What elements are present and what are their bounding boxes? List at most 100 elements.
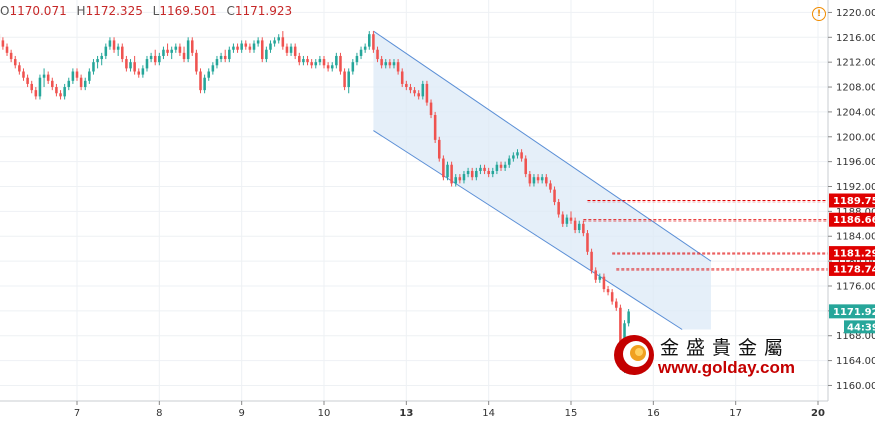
candle: [384, 59, 388, 69]
candle-body: [273, 40, 276, 44]
candle: [483, 164, 486, 175]
candle: [129, 59, 132, 72]
candle-body: [405, 83, 408, 88]
candle: [26, 74, 29, 88]
candle: [145, 55, 149, 72]
candle: [450, 161, 453, 187]
candle: [499, 161, 503, 171]
candle-body: [540, 177, 544, 181]
candle: [178, 43, 182, 56]
y-tick-label: 1192.000: [836, 182, 875, 193]
channel-upper-line: [373, 30, 712, 262]
candle-body: [512, 155, 515, 159]
close-label: C: [226, 4, 235, 18]
candle-body: [26, 77, 29, 84]
candle-body: [108, 40, 112, 47]
candle-body: [610, 292, 614, 302]
candle-body: [462, 174, 466, 181]
price-level-badge-label: 1181.292: [833, 249, 875, 260]
y-tick-label: 1184.000: [836, 232, 875, 243]
candle-body: [310, 62, 313, 66]
candle-body: [141, 68, 145, 75]
countdown-badge: [844, 320, 875, 334]
candle-body: [228, 49, 231, 60]
open-label: O: [0, 4, 10, 18]
candle: [335, 52, 338, 69]
candle-body: [46, 74, 50, 81]
candle: [569, 211, 573, 224]
candle-body: [174, 46, 178, 50]
candle-body: [236, 46, 239, 50]
candle-body: [549, 183, 552, 190]
candle: [174, 43, 178, 53]
candle-body: [363, 46, 367, 50]
candle: [116, 43, 120, 56]
candle: [429, 99, 433, 119]
candle: [351, 59, 355, 75]
candle-body: [314, 62, 318, 66]
candle: [281, 31, 285, 50]
x-tick-label: 14: [482, 408, 495, 419]
candle-body: [112, 40, 116, 50]
candle: [405, 80, 408, 91]
candle-body: [516, 152, 519, 156]
candle: [190, 37, 194, 56]
candle-body: [51, 80, 54, 88]
low-label: L: [152, 4, 160, 18]
candle: [495, 161, 499, 175]
candle: [520, 149, 523, 162]
candle-body: [149, 55, 153, 60]
candle: [125, 55, 128, 72]
candle-body: [88, 71, 91, 81]
candle-body: [100, 55, 103, 60]
x-tick-label: 16: [647, 408, 660, 419]
candle-body: [59, 93, 62, 97]
candle-body: [38, 77, 42, 97]
candle-body: [240, 43, 243, 50]
candle: [400, 68, 404, 88]
candle: [240, 40, 243, 53]
candle: [549, 180, 552, 193]
logo-mark-icon: [614, 335, 654, 375]
candle: [372, 31, 375, 53]
candle: [475, 167, 478, 181]
candle: [413, 87, 416, 97]
candle: [5, 43, 9, 56]
candle: [67, 77, 71, 91]
candle: [108, 37, 112, 50]
candle-body: [507, 158, 511, 165]
warning-circle-icon[interactable]: !: [812, 7, 826, 21]
candle: [355, 52, 359, 66]
candle: [318, 55, 322, 66]
x-tick-label: 13: [399, 408, 413, 419]
candle: [487, 167, 490, 178]
candle-body: [186, 40, 190, 60]
candle: [92, 59, 95, 75]
candle: [586, 230, 589, 255]
open-value: 1170.071: [9, 4, 67, 18]
candle-body: [590, 251, 593, 271]
candle-body: [573, 220, 577, 231]
candle-body: [627, 311, 630, 324]
golday-logo: 金盛貴金屬 www.golday.com: [610, 327, 835, 387]
candle: [59, 90, 62, 100]
candle-body: [413, 90, 416, 94]
candle-body: [277, 37, 280, 41]
candle-body: [289, 46, 293, 53]
candle-body: [306, 59, 309, 63]
candle: [462, 170, 466, 184]
candle-body: [343, 71, 346, 88]
candle: [51, 77, 54, 91]
candle-body: [322, 59, 326, 66]
x-tick-label: 7: [74, 408, 80, 419]
candle: [18, 62, 21, 75]
y-tick-label: 1216.000: [836, 33, 875, 44]
candle-body: [545, 177, 548, 184]
candle-body: [442, 158, 445, 178]
candle: [368, 31, 371, 50]
candle-body: [417, 93, 420, 97]
candle: [380, 55, 383, 69]
candle: [289, 43, 293, 56]
candle: [211, 62, 215, 75]
